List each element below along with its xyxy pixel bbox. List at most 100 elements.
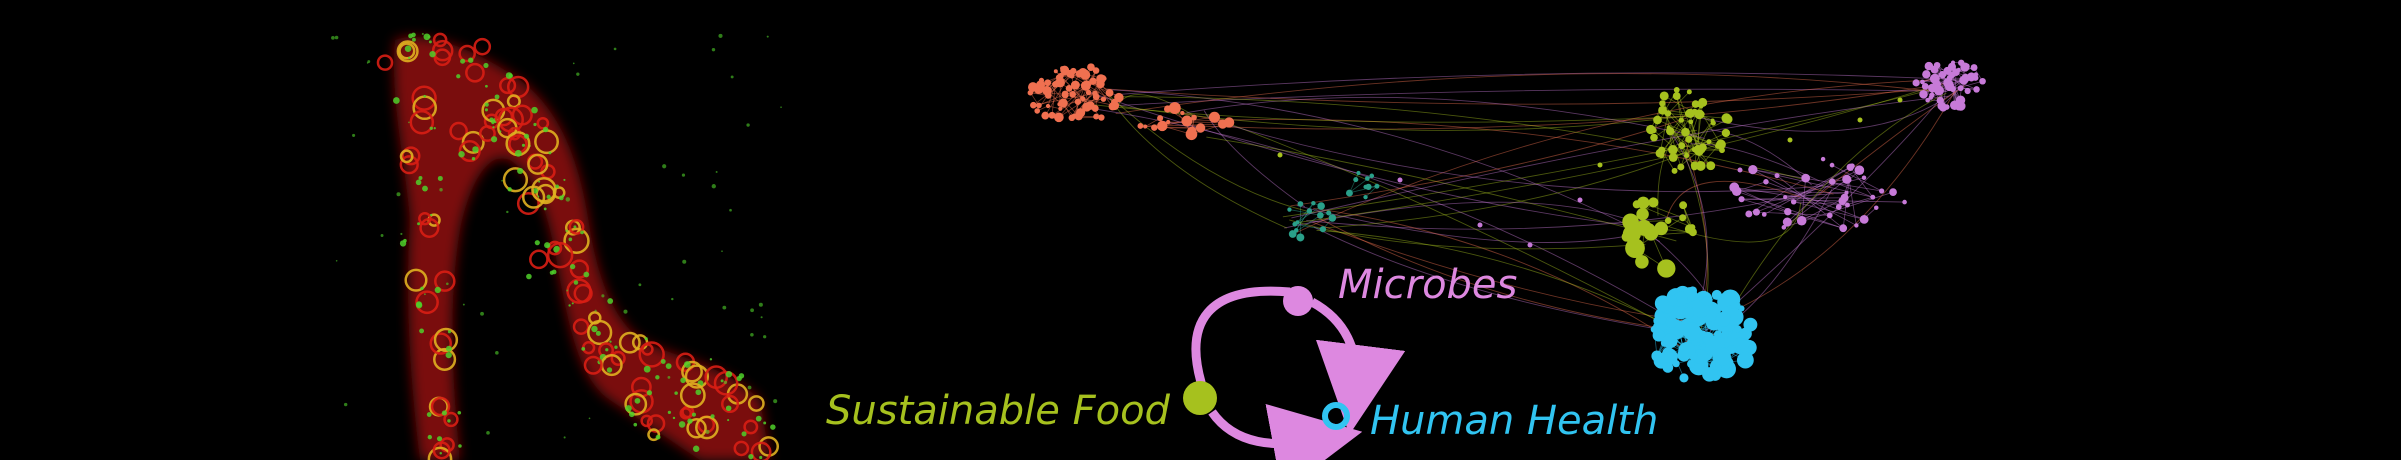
network-node [1091, 104, 1099, 112]
network-node [1045, 92, 1052, 99]
network-edge [1708, 90, 1956, 323]
network-node [1297, 201, 1304, 207]
microscopy-cell [640, 414, 654, 428]
network-edge [1713, 92, 1947, 341]
network-node [1636, 207, 1649, 221]
network-node [1979, 77, 1986, 85]
network-node [1790, 199, 1797, 205]
network-node [1632, 200, 1641, 209]
microscopy-green-speck [555, 184, 559, 189]
microscopy-cell [733, 440, 750, 457]
microscopy-cell [536, 116, 550, 130]
network-edge [1659, 113, 1669, 154]
network-node [1635, 255, 1649, 269]
network-edge [1289, 219, 1646, 250]
microscopy-green-speck [495, 351, 499, 355]
network-node [1922, 70, 1931, 79]
microscopy-green-speck [418, 176, 423, 180]
microscopy-green-speck [460, 58, 466, 64]
network-node [1044, 79, 1052, 87]
network-node [1621, 232, 1632, 242]
microscopy-green-speck [489, 117, 494, 122]
network-node [1919, 89, 1928, 99]
network-node [1034, 108, 1041, 114]
network-node [1085, 89, 1092, 96]
microscopy-green-speck [711, 184, 716, 189]
network-node [1658, 105, 1667, 115]
microscopy-green-speck [505, 72, 513, 79]
network-node [1828, 178, 1836, 185]
network-node [1317, 211, 1324, 219]
network-node [1784, 208, 1792, 216]
network-edge [1085, 103, 1700, 123]
network-node [1695, 160, 1706, 171]
network-edge [1296, 79, 1935, 233]
network-edge [1106, 89, 1661, 243]
microscopy-green-speck [569, 263, 576, 270]
microscopy-cell [583, 355, 603, 375]
network-node [1527, 242, 1533, 248]
network-node [1706, 139, 1712, 145]
microscopy-green-speck [763, 421, 767, 425]
network-node [1939, 101, 1944, 107]
microscopy-green-speck [571, 302, 574, 305]
microscopy-green-speck [750, 332, 754, 337]
network-node [1070, 80, 1080, 90]
network-node [1682, 322, 1702, 341]
microscopy-cell [713, 370, 739, 396]
microscopy-green-speck [601, 294, 605, 298]
network-edge [1349, 172, 1359, 194]
microscopy-green-speck [750, 308, 754, 313]
network-edge [1058, 85, 1087, 118]
network-node [1295, 220, 1300, 225]
network-edge [1741, 198, 1905, 203]
network-node [1957, 85, 1964, 92]
network-node [1597, 162, 1603, 168]
network-node [1036, 80, 1046, 90]
network-node [1028, 82, 1038, 92]
network-node [1688, 119, 1694, 125]
network-edge [1298, 86, 1932, 223]
network-node [1296, 233, 1305, 242]
network-edge [1113, 96, 1807, 181]
microscopy-cell [396, 40, 419, 63]
network-node [1688, 228, 1697, 237]
microscopy-green-speck [331, 36, 335, 40]
network-edge [1212, 119, 1824, 193]
microscopy-green-speck [426, 412, 432, 417]
network-node [1920, 79, 1925, 85]
network-edge [1205, 114, 1684, 335]
network-node [1935, 62, 1940, 68]
microscopy-green-speck [436, 436, 443, 442]
network-node [1934, 80, 1942, 88]
microscopy-green-speck [480, 311, 484, 316]
microscopy-green-speck [486, 431, 490, 435]
network-edge [1673, 132, 1727, 158]
microscopy-green-speck [553, 245, 561, 253]
microscopy-green-speck [445, 351, 452, 359]
network-edge [1318, 143, 1708, 229]
network-node [1180, 110, 1185, 116]
microscopy-green-speck [563, 436, 566, 439]
network-edge [1044, 73, 1071, 116]
microscopy-green-speck [722, 305, 727, 310]
network-edge [1670, 130, 1723, 151]
microscopy-green-speck [472, 146, 479, 153]
microscopy-green-speck [485, 84, 488, 88]
network-node [1973, 72, 1979, 77]
cycle-diagram [1183, 286, 1406, 460]
microscopy-green-speck [758, 302, 763, 307]
microscopy-green-speck [723, 380, 728, 385]
microscopy-green-speck [709, 358, 713, 361]
microscopy-cell [433, 48, 452, 67]
tissue-band [393, 37, 770, 460]
network-node [1080, 80, 1091, 91]
microscopy-green-speck [718, 33, 723, 38]
network-node [1100, 96, 1107, 102]
microscopy-cell [433, 347, 457, 371]
network-node [1782, 217, 1792, 227]
microscopy-green-speck [400, 232, 403, 236]
network-node [1353, 177, 1359, 183]
network-node [1727, 344, 1737, 354]
microscopy-green-speck [447, 330, 452, 334]
